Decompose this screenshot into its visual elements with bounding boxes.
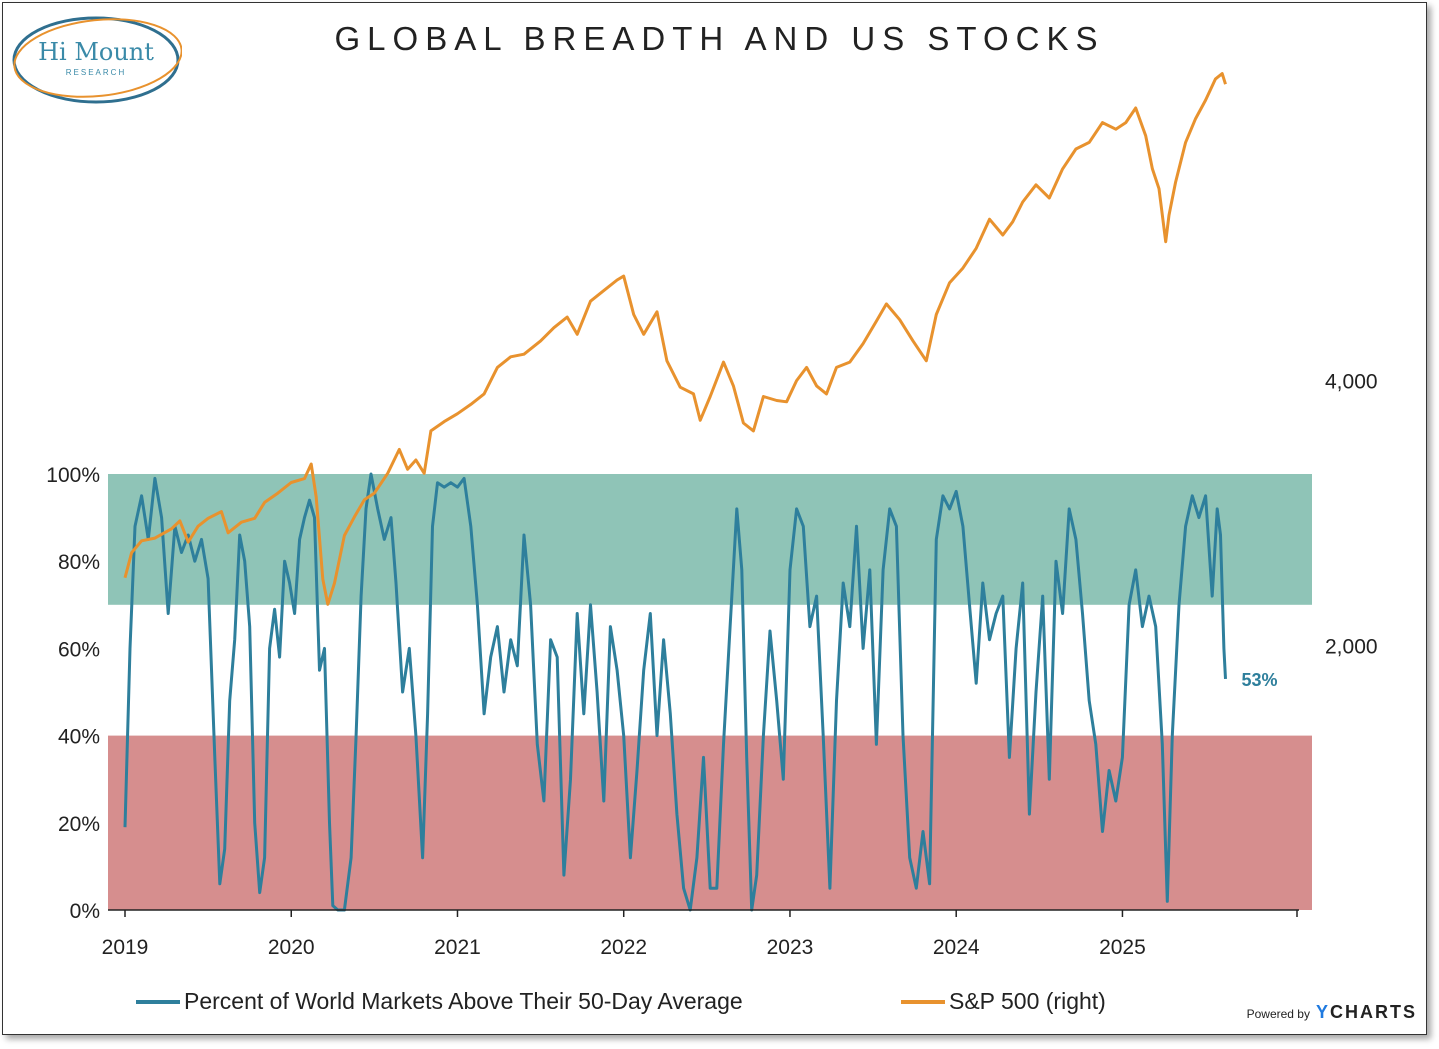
x-tick-label-2025: 2025 [1099, 936, 1146, 959]
legend-item-breadth[interactable]: Percent of World Markets Above Their 50-… [136, 988, 743, 1015]
x-tick-label-2024: 2024 [933, 936, 980, 959]
y-left-tick-0: 0% [70, 900, 100, 923]
legend-label-breadth: Percent of World Markets Above Their 50-… [184, 988, 743, 1014]
logo-ellipses [12, 16, 183, 104]
series-line-0 [123, 472, 1227, 912]
logo-name: Hi Mount [38, 38, 154, 66]
legend-item-sp500[interactable]: S&P 500 (right) [901, 988, 1106, 1015]
logo-sub: RESEARCH [65, 68, 127, 77]
y-right-tick-4000: 4,000 [1325, 371, 1378, 394]
band-0 [108, 474, 1312, 605]
y-left-tick-40: 40% [58, 726, 100, 749]
x-tick-label-2019: 2019 [102, 936, 149, 959]
y-left-tick-80: 80% [58, 551, 100, 574]
x-tick-label-2023: 2023 [767, 936, 814, 959]
axis-group: 2019 2020 2021 2022 2023 2024 2025 100% 80% 60% 40… [46, 371, 1377, 959]
legend: Percent of World Markets Above Their 50-… [0, 988, 1439, 1022]
bands-group [108, 474, 1312, 910]
ycharts-logo: YCHARTS [1315, 1002, 1417, 1022]
y-left-tick-60: 60% [58, 638, 100, 661]
x-tick-label-2022: 2022 [600, 936, 647, 959]
series-line-1 [123, 72, 1227, 606]
y-left-tick-100: 100% [46, 464, 100, 487]
x-tick-label-2020: 2020 [268, 936, 315, 959]
chart-title: GLOBAL BREADTH AND US STOCKS [334, 20, 1105, 57]
legend-swatch-sp500 [901, 999, 945, 1004]
legend-swatch-breadth [136, 999, 180, 1004]
powered-by-text: Powered by [1246, 1007, 1310, 1021]
series-group: 53% [123, 72, 1278, 912]
y-left-tick-20: 20% [58, 813, 100, 836]
logo: Hi Mount RESEARCH [10, 12, 183, 108]
last-value-label: 53% [1242, 670, 1278, 690]
legend-label-sp500: S&P 500 (right) [949, 988, 1106, 1014]
y-right-tick-2000: 2,000 [1325, 635, 1378, 658]
x-tick-label-2021: 2021 [434, 936, 481, 959]
powered-by: Powered by YCHARTS [1247, 1002, 1417, 1023]
